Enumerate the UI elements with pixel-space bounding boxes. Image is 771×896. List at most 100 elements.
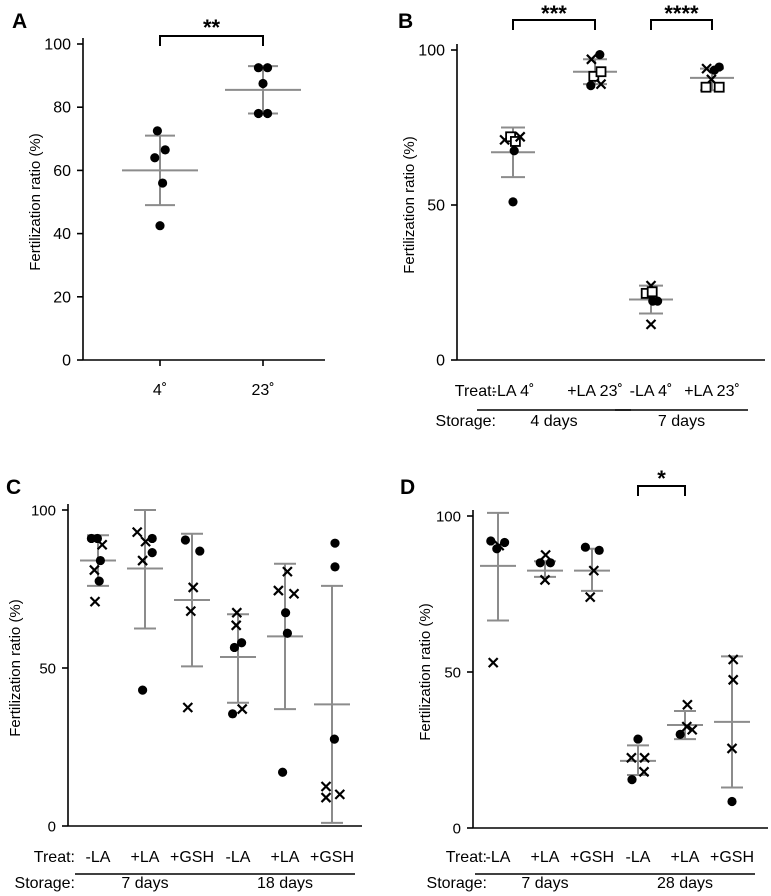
- data-point-dot: [195, 546, 205, 556]
- data-point-cross: [140, 536, 151, 547]
- data-point-cross: [645, 319, 657, 330]
- group-5: [714, 654, 750, 807]
- data-point-dot: [253, 108, 264, 119]
- data-point-square: [700, 81, 712, 93]
- data-point-dot: [138, 685, 148, 695]
- treat-caption: Treat:: [446, 849, 487, 866]
- panel-label: B: [398, 10, 413, 33]
- data-point-dot: [152, 126, 162, 136]
- group-1: [127, 509, 163, 695]
- data-point-dot: [714, 62, 724, 72]
- group-3: [620, 734, 656, 785]
- treat-caption: Treat:: [455, 383, 496, 400]
- data-point-cross: [539, 574, 551, 586]
- data-point-dot: [147, 533, 157, 544]
- data-point-cross: [727, 674, 739, 686]
- data-point-cross: [487, 657, 499, 668]
- significance-label: **: [203, 15, 221, 40]
- panel-c: C 0 50 100 Fertilization ratio (%) -LA +LA +GSH…: [6, 476, 362, 892]
- data-point-dot: [535, 558, 545, 568]
- data-point-dot: [727, 796, 737, 807]
- data-point-cross: [726, 743, 738, 754]
- data-point-dot: [262, 108, 273, 119]
- y-tick-label: 50: [39, 661, 56, 678]
- y-tick-label: 40: [53, 226, 71, 243]
- data-point-cross: [320, 781, 332, 792]
- data-point-cross: [185, 605, 197, 617]
- x-tick-label: 23˚: [251, 382, 274, 399]
- data-point-cross: [96, 539, 108, 551]
- data-point-square: [509, 136, 521, 147]
- y-tick-label: 100: [44, 37, 71, 54]
- y-tick-label: 0: [48, 819, 56, 836]
- data-point-dot: [95, 555, 105, 566]
- significance-bracket: [637, 485, 686, 496]
- y-tick-label: 50: [427, 198, 445, 215]
- data-point-cross: [586, 54, 597, 65]
- data-point-cross: [681, 721, 693, 732]
- storage-label: 18 days: [257, 875, 313, 892]
- y-tick-label: 0: [453, 821, 461, 838]
- storage-caption: Storage:: [427, 875, 487, 892]
- group-4: [267, 562, 303, 777]
- significance-bracket: [512, 19, 596, 30]
- data-point-dot: [330, 562, 340, 572]
- treat-caption: Treat:: [34, 849, 75, 866]
- treat-label: +LA: [271, 849, 300, 866]
- y-tick-label: 100: [436, 509, 461, 526]
- panel-label: A: [12, 10, 27, 33]
- storage-label: 7 days: [658, 413, 705, 430]
- treat-label: -LA 4˚: [492, 383, 535, 400]
- y-tick-label: 100: [31, 503, 56, 520]
- treat-label: +LA: [131, 849, 160, 866]
- storage-label: 7 days: [121, 875, 168, 892]
- group-0: [491, 126, 535, 207]
- panel-label: D: [400, 476, 415, 499]
- significance-label: *: [657, 466, 666, 491]
- data-point-cross: [595, 78, 607, 90]
- data-point-cross: [626, 752, 637, 764]
- treat-label: +GSH: [170, 849, 214, 866]
- data-point-cross: [588, 565, 600, 576]
- y-tick-label: 60: [53, 163, 71, 180]
- data-point-cross: [89, 564, 100, 576]
- data-point-dot: [229, 642, 239, 653]
- storage-caption: Storage:: [436, 413, 496, 430]
- data-point-dot: [278, 767, 288, 777]
- treat-label: -LA 4˚: [630, 383, 673, 400]
- data-point-dot: [155, 221, 165, 231]
- data-point-dot: [675, 729, 685, 740]
- data-point-cross: [89, 596, 101, 607]
- data-point-square: [646, 286, 658, 298]
- data-point-dot: [180, 535, 190, 545]
- treat-label: -LA: [486, 849, 511, 866]
- group-0: [480, 511, 516, 668]
- group-2: [574, 542, 610, 603]
- panel-d: D 0 50 100 Fertilization ratio (%) -LA +LA +GSH…: [400, 466, 768, 892]
- significance-label: ****: [664, 1, 699, 26]
- treat-label: -LA: [86, 849, 111, 866]
- panel-b: B 0 50 100 Fertilization ratio (%) -LA 4˚ +LA …: [398, 1, 765, 430]
- group-3: [220, 607, 256, 719]
- data-point-cross: [182, 702, 194, 713]
- y-axis-label: Fertilization ratio (%): [401, 136, 418, 274]
- data-point-cross: [639, 752, 650, 764]
- y-axis-label: Fertilization ratio (%): [417, 603, 434, 741]
- group-1: [573, 50, 617, 91]
- data-point-dot: [330, 538, 340, 548]
- data-point-cross: [682, 699, 693, 711]
- data-point-dot: [158, 178, 168, 188]
- data-point-dot: [509, 146, 519, 156]
- y-tick-label: 0: [62, 353, 71, 370]
- storage-label: 4 days: [530, 413, 577, 430]
- x-tick-label: 4˚: [153, 382, 167, 399]
- significance-label: ***: [541, 1, 567, 26]
- group-0: [80, 533, 116, 607]
- y-axis-label: Fertilization ratio (%): [7, 599, 24, 737]
- data-point-dot: [595, 50, 605, 60]
- data-point-cross: [231, 607, 243, 618]
- y-tick-label: 20: [53, 289, 71, 306]
- data-point-dot: [150, 153, 160, 163]
- y-axis-label: Fertilization ratio (%): [27, 133, 44, 271]
